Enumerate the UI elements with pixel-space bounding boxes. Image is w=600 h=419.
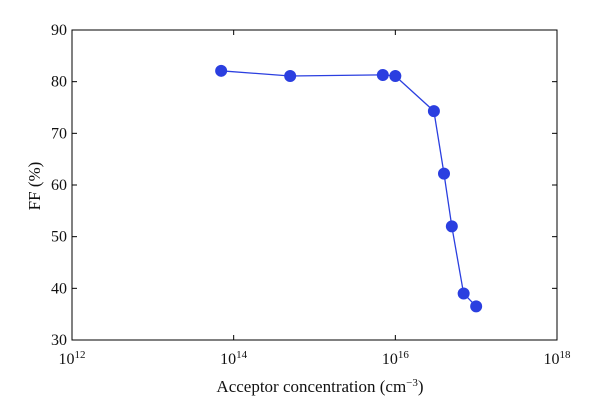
y-tick-label: 90 (51, 22, 67, 39)
y-tick-label: 60 (51, 177, 67, 194)
data-point (284, 69, 297, 82)
data-point (389, 69, 402, 82)
data-point (427, 105, 440, 118)
y-tick-label: 30 (51, 332, 67, 349)
data-point (437, 167, 450, 180)
x-axis-label: Acceptor concentration (cm−3) (216, 377, 423, 396)
data-point (457, 287, 470, 300)
y-tick-label: 40 (51, 280, 67, 297)
y-axis-label: FF (%) (25, 162, 44, 211)
series-line (221, 70, 477, 307)
data-point (376, 68, 389, 81)
y-tick-label: 80 (51, 74, 67, 91)
data-point (470, 300, 483, 313)
x-tick-label: 1016 (382, 349, 410, 368)
data-point (215, 64, 228, 77)
x-tick-label: 1014 (220, 349, 248, 368)
x-tick-label: 1012 (59, 349, 86, 368)
y-tick-label: 70 (51, 125, 67, 142)
y-tick-label: 50 (51, 229, 67, 246)
data-point (445, 220, 458, 233)
x-tick-label: 1018 (544, 349, 572, 368)
plot-frame (71, 29, 558, 341)
